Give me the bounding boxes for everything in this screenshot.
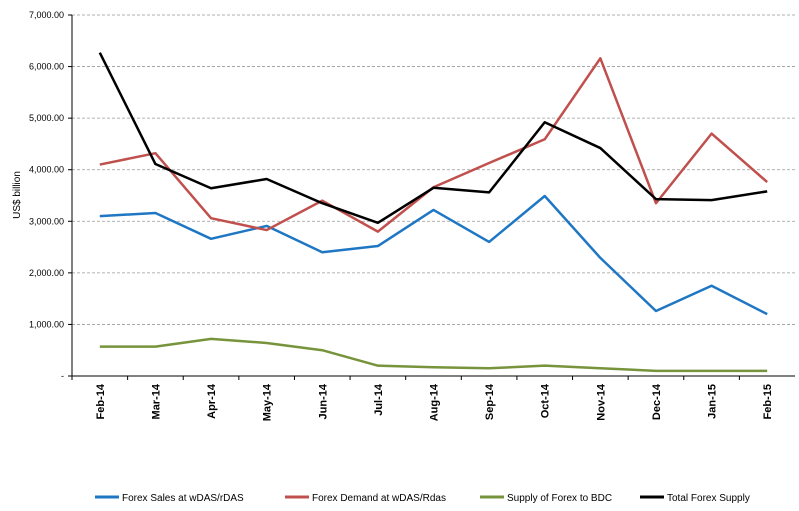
x-tick-label: Sep-14: [484, 383, 496, 420]
y-tick-label: 4,000.00: [29, 165, 64, 175]
series-line: [99, 337, 768, 373]
x-tick-label: Jan-15: [707, 384, 719, 419]
x-tick-label: Jul-14: [373, 383, 385, 416]
x-tick-label: Feb-15: [762, 384, 774, 419]
y-tick-label: -: [61, 371, 64, 381]
x-tick-label: Apr-14: [206, 383, 218, 419]
x-tick-label: Oct-14: [540, 383, 552, 418]
y-tick-label: 7,000.00: [29, 10, 64, 20]
x-tick-label: Aug-14: [429, 383, 441, 421]
x-tick-label: May-14: [262, 383, 274, 421]
series-line: [98, 52, 768, 225]
y-axis-label: US$ billion: [12, 171, 23, 219]
x-tick-label: Dec-14: [651, 383, 663, 420]
y-tick-label: 6,000.00: [29, 62, 64, 72]
y-tick-label: 3,000.00: [29, 216, 64, 226]
x-tick-label: Jun-14: [317, 383, 329, 419]
legend-label: Total Forex Supply: [667, 493, 750, 504]
series-line: [99, 57, 769, 233]
legend-label: Forex Sales at wDAS/rDAS: [122, 493, 244, 504]
y-tick-label: 5,000.00: [29, 113, 64, 123]
x-tick-label: Mar-14: [150, 383, 162, 419]
x-tick-label: Nov-14: [595, 383, 607, 421]
y-tick-label: 1,000.00: [29, 319, 64, 329]
legend-label: Supply of Forex to BDC: [507, 493, 612, 504]
legend-label: Forex Demand at wDAS/Rdas: [312, 493, 446, 504]
y-tick-label: 2,000.00: [29, 268, 64, 278]
x-tick-label: Feb-14: [95, 383, 107, 419]
series-line: [99, 194, 768, 316]
